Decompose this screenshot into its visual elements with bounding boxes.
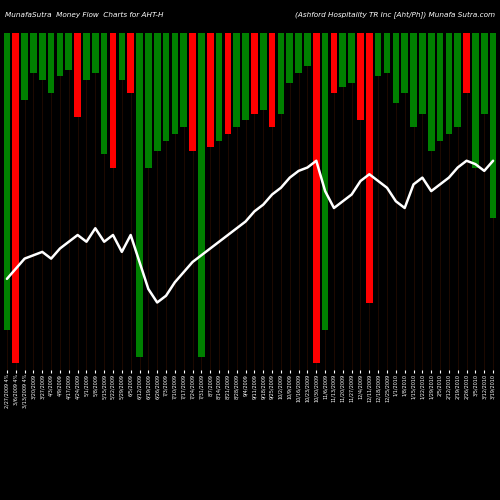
Bar	[234, 32, 240, 127]
Bar	[154, 32, 160, 150]
Bar	[392, 32, 399, 104]
Bar	[66, 32, 72, 70]
Bar	[22, 32, 28, 100]
Bar	[278, 32, 284, 114]
Bar	[472, 32, 478, 168]
Bar	[48, 32, 54, 93]
Bar	[296, 32, 302, 73]
Bar	[357, 32, 364, 120]
Bar	[224, 32, 231, 134]
Bar	[304, 32, 311, 66]
Bar	[490, 32, 496, 218]
Text: (Ashford Hospitality TR Inc [Aht/Ph]) Munafa Sutra.com: (Ashford Hospitality TR Inc [Aht/Ph]) Mu…	[295, 12, 495, 18]
Text: MunafaSutra  Money Flow  Charts for AHT-H: MunafaSutra Money Flow Charts for AHT-H	[5, 12, 164, 18]
Bar	[366, 32, 372, 302]
Bar	[110, 32, 116, 168]
Bar	[4, 32, 10, 330]
Bar	[410, 32, 417, 127]
Bar	[162, 32, 170, 140]
Bar	[207, 32, 214, 147]
Bar	[198, 32, 204, 356]
Bar	[260, 32, 266, 110]
Bar	[39, 32, 46, 80]
Bar	[330, 32, 338, 93]
Bar	[136, 32, 143, 356]
Bar	[384, 32, 390, 73]
Bar	[101, 32, 107, 154]
Bar	[481, 32, 488, 114]
Bar	[436, 32, 444, 140]
Bar	[56, 32, 64, 76]
Bar	[322, 32, 328, 330]
Bar	[463, 32, 470, 93]
Bar	[242, 32, 249, 120]
Bar	[172, 32, 178, 134]
Bar	[92, 32, 98, 73]
Bar	[375, 32, 382, 76]
Bar	[216, 32, 222, 140]
Bar	[446, 32, 452, 134]
Bar	[12, 32, 19, 363]
Bar	[348, 32, 355, 83]
Bar	[83, 32, 90, 80]
Bar	[419, 32, 426, 114]
Bar	[180, 32, 187, 127]
Bar	[428, 32, 434, 150]
Bar	[269, 32, 276, 127]
Bar	[286, 32, 293, 83]
Bar	[145, 32, 152, 168]
Bar	[189, 32, 196, 150]
Bar	[454, 32, 461, 127]
Bar	[313, 32, 320, 363]
Bar	[128, 32, 134, 93]
Bar	[251, 32, 258, 114]
Bar	[402, 32, 408, 93]
Bar	[340, 32, 346, 86]
Bar	[74, 32, 81, 117]
Bar	[30, 32, 37, 73]
Bar	[118, 32, 125, 80]
